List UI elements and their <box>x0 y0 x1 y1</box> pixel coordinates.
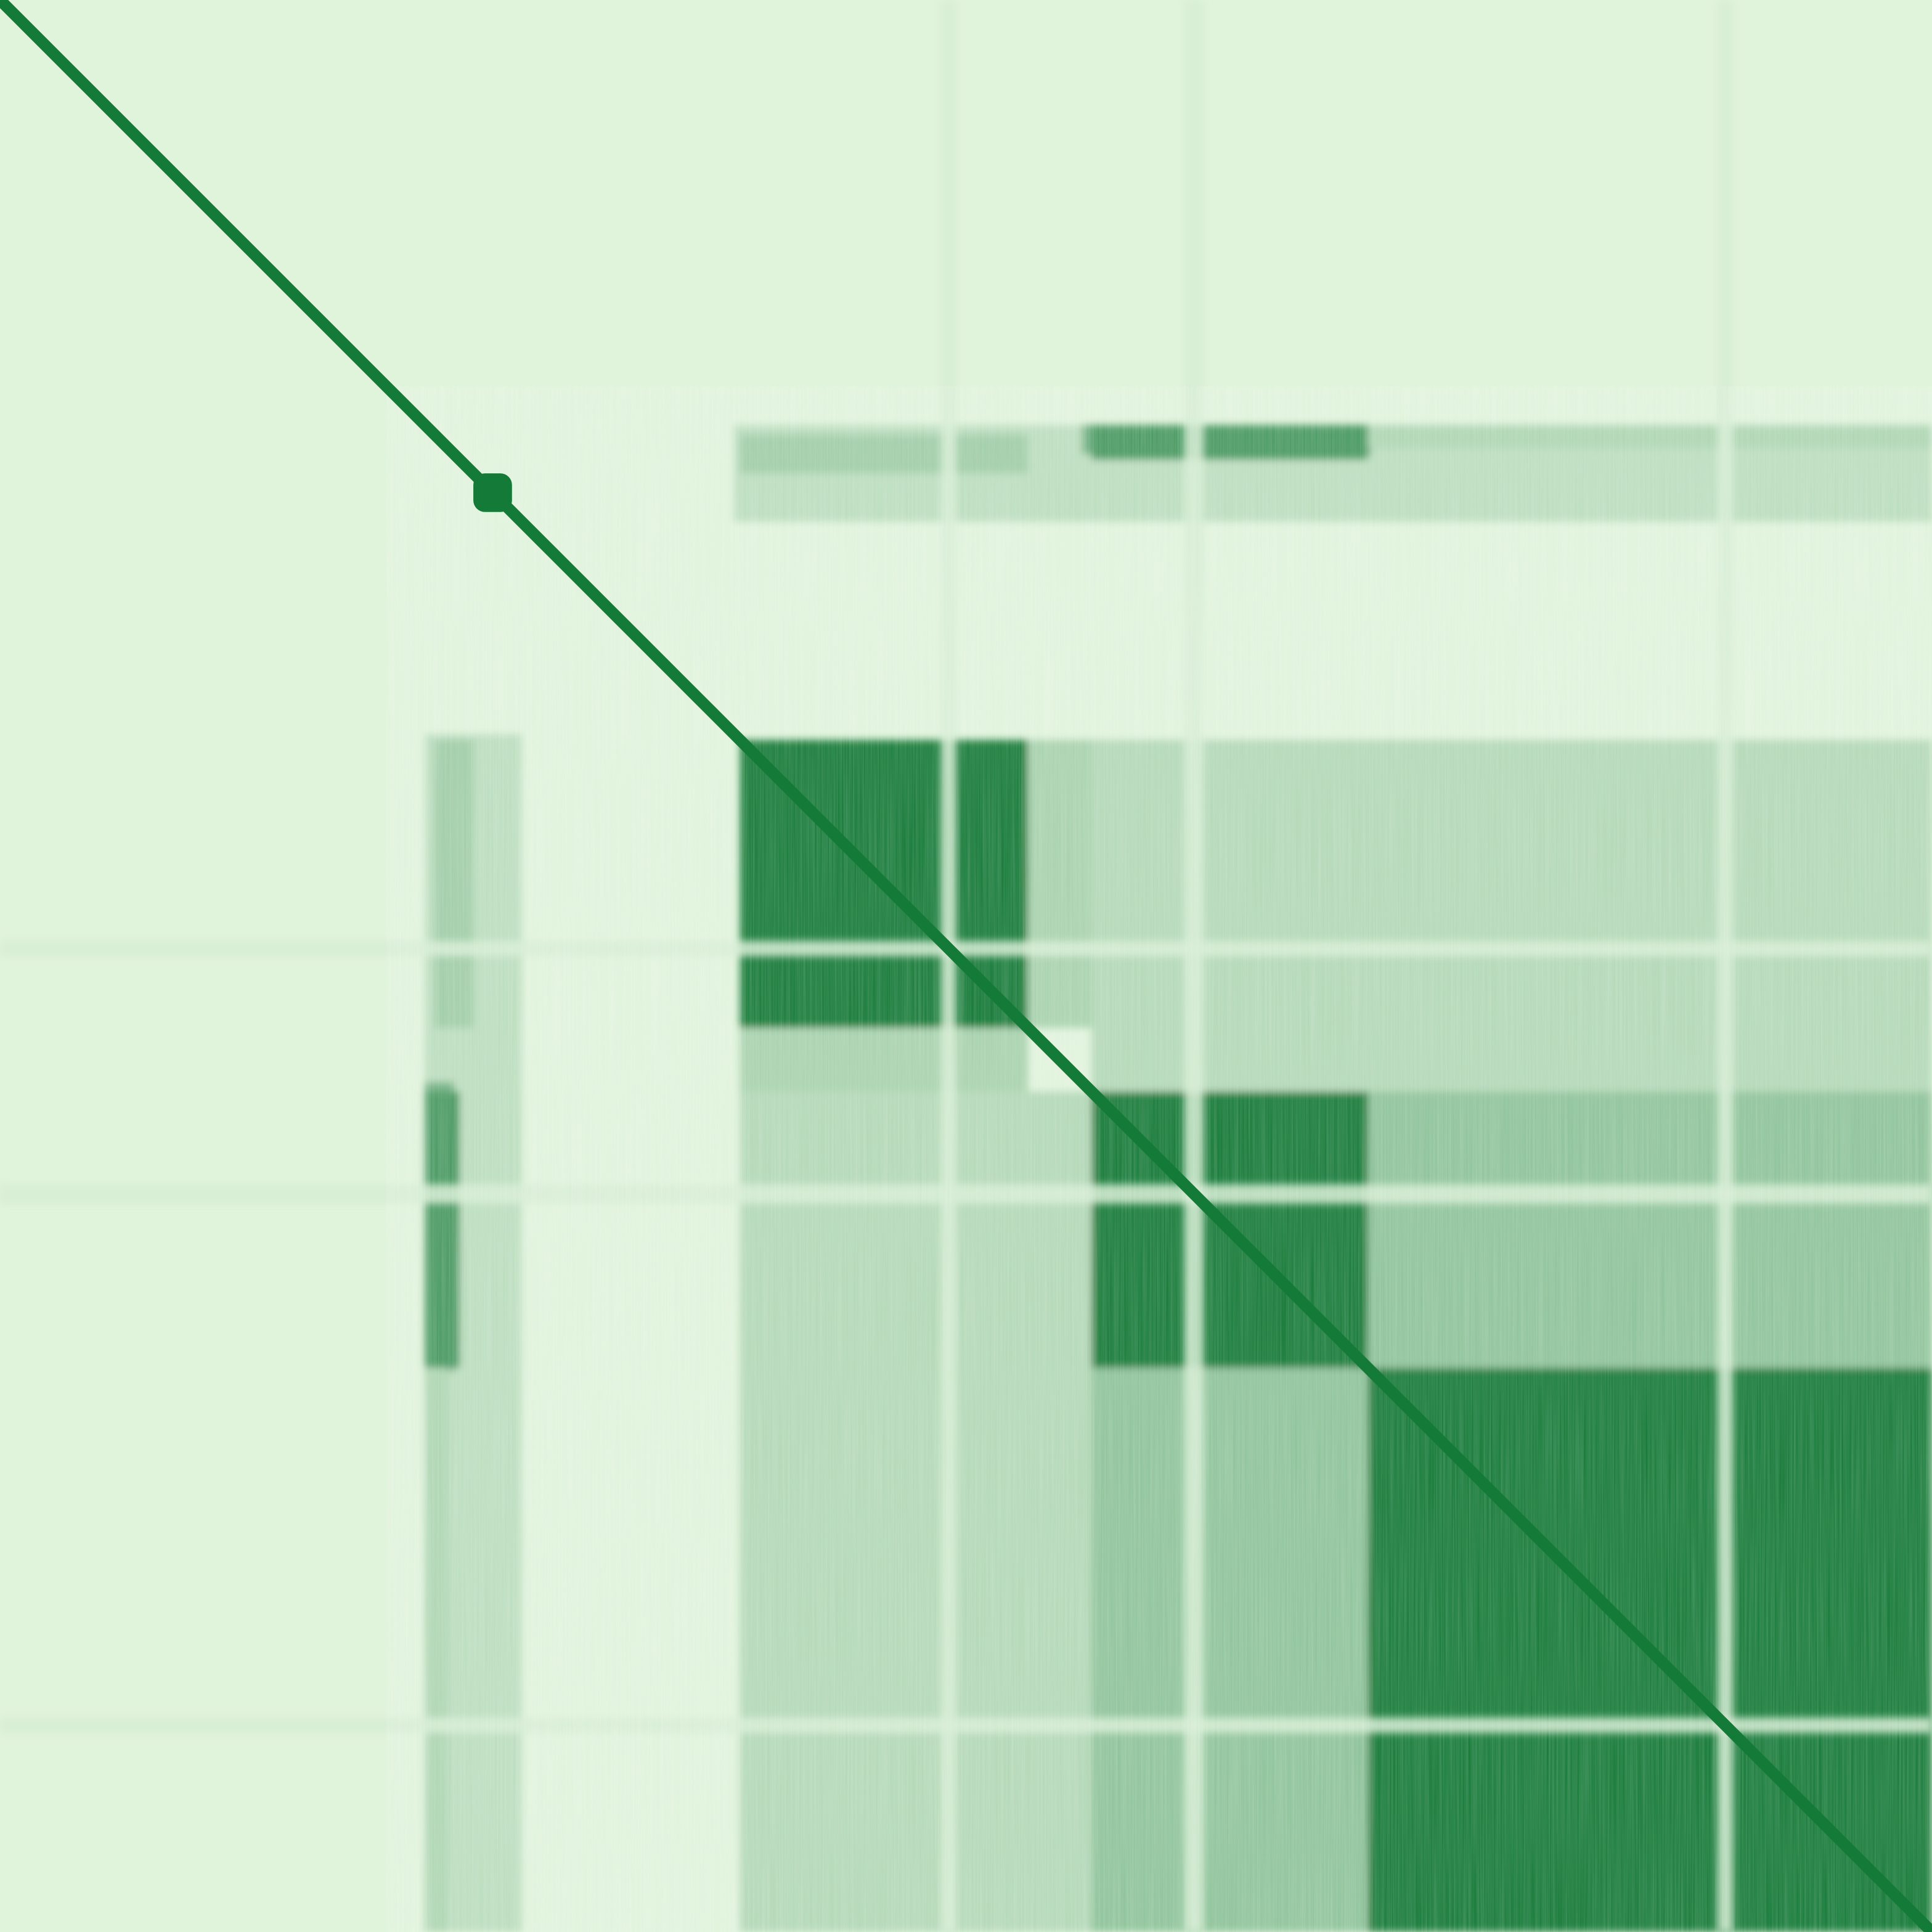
heatmap-node-cell <box>473 473 512 512</box>
